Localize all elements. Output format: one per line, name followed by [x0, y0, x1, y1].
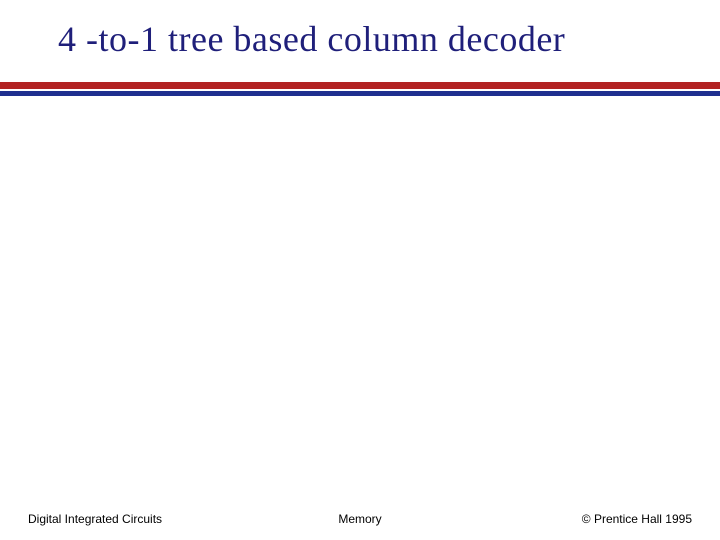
- divider-bar-red: [0, 82, 720, 89]
- page-title: 4 -to-1 tree based column decoder: [0, 0, 720, 60]
- footer-right: © Prentice Hall 1995: [582, 512, 692, 526]
- divider: [0, 82, 720, 96]
- footer: Digital Integrated Circuits Memory © Pre…: [0, 512, 720, 526]
- footer-left: Digital Integrated Circuits: [28, 512, 162, 526]
- footer-center: Memory: [338, 512, 381, 526]
- divider-bar-blue: [0, 91, 720, 96]
